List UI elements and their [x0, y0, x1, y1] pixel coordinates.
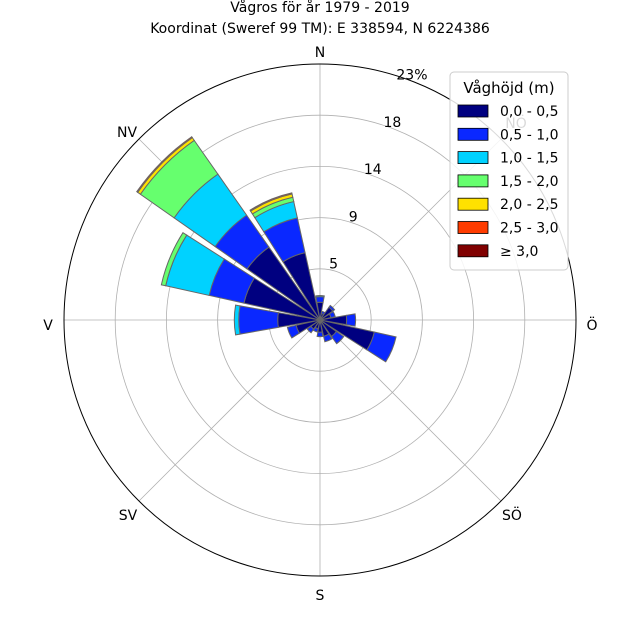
chart-title: Vågros för år 1979 - 2019	[230, 0, 409, 16]
direction-label: N	[315, 45, 325, 61]
legend-swatch	[457, 127, 489, 141]
direction-label: NV	[117, 125, 137, 141]
radial-tick-label: 14	[364, 162, 382, 178]
rose-bar-segment	[286, 324, 301, 339]
direction-label: SV	[119, 508, 138, 524]
rose-sectors	[136, 136, 397, 363]
rose-bar-segment	[366, 331, 397, 363]
grid-spoke	[138, 319, 321, 502]
legend-swatch	[457, 104, 489, 118]
legend-swatch	[457, 221, 489, 234]
legend-swatch	[457, 244, 489, 258]
radial-tick-label: 23%	[396, 67, 427, 83]
rose-bar-segment	[328, 310, 336, 319]
chart-subtitle: Koordinat (Sweref 99 TM): E 338594, N 62…	[150, 21, 490, 37]
legend-entry: 2,0 - 2,5	[500, 197, 558, 213]
radial-tick-label: 18	[383, 115, 401, 131]
rose-bar-segment	[233, 304, 241, 336]
rose-bar-segment	[249, 192, 293, 212]
legend-swatch	[457, 151, 489, 165]
rose-bar-segment	[345, 313, 357, 327]
legend-box	[449, 71, 569, 271]
legend-entry: 0,5 - 1,0	[500, 127, 558, 143]
legend: Våghöjd (m) 0,0 - 0,5 0,5 - 1,0 1,0 - 1,5 1,…	[449, 71, 569, 271]
direction-label: SÖ	[502, 506, 522, 524]
direction-label: S	[316, 588, 325, 604]
rose-bar-segment	[136, 136, 194, 194]
rose-bar-segment	[306, 325, 315, 334]
rose-bar-segment	[315, 295, 325, 298]
rose-bar-segment	[330, 330, 345, 345]
legend-entry: 1,5 - 2,0	[500, 174, 558, 190]
rose-bar-segment	[323, 333, 333, 343]
legend-swatch	[457, 197, 489, 211]
outer-ring	[63, 63, 577, 577]
legend-entry: 0,0 - 0,5	[500, 104, 558, 120]
grid-spoke	[319, 319, 502, 502]
legend-title: Våghöjd (m)	[463, 79, 554, 97]
direction-label: Ö	[586, 316, 597, 334]
rose-bar-segment	[312, 326, 319, 333]
legend-entry: 1,0 - 1,5	[500, 151, 558, 167]
legend-entry: 2,5 - 3,0	[500, 221, 558, 237]
rose-bar-segment	[238, 305, 279, 335]
direction-label: V	[43, 318, 53, 334]
legend-swatch	[457, 174, 489, 188]
rose-bar-segment	[315, 296, 325, 304]
radial-tick-label: 9	[349, 209, 358, 225]
rose-bar-segment	[328, 304, 336, 312]
rose-bar-segment	[160, 231, 188, 287]
radial-tick-label: 5	[329, 257, 338, 273]
rose-bar-segment	[316, 331, 324, 338]
legend-entry: ≥ 3,0	[500, 244, 538, 260]
